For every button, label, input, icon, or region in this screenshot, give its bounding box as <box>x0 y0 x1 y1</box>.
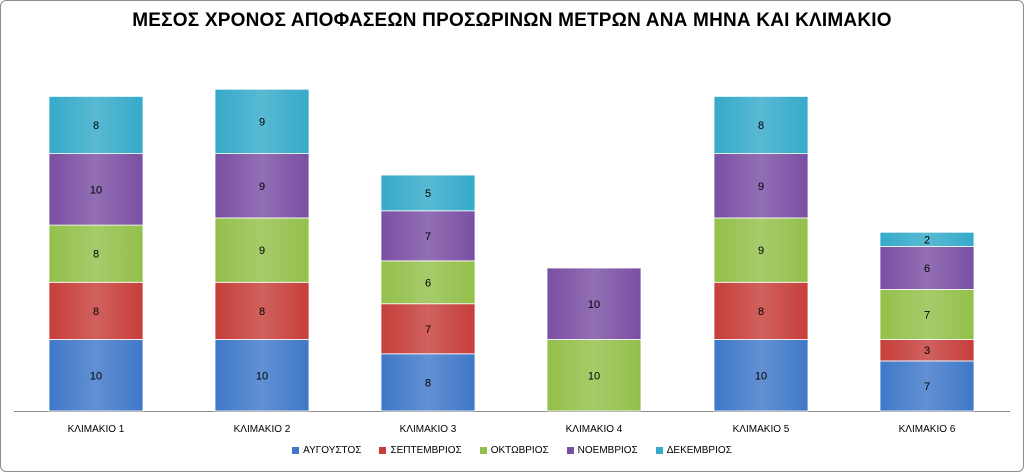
bar-segment <box>48 339 144 412</box>
bar-segment <box>546 267 642 340</box>
data-label: 9 <box>259 116 265 128</box>
legend-item: ΑΥΓΟΥΣΤΟΣ <box>292 445 361 456</box>
bar-segment <box>713 96 809 155</box>
bar-segment <box>879 360 975 412</box>
chart-title: ΜΕΣΟΣ ΧΡΟΝΟΣ ΑΠΟΦΑΣΕΩΝ ΠΡΟΣΩΡΙΝΩΝ ΜΕΤΡΩΝ… <box>132 10 892 31</box>
x-tick-label: ΚΛΙΜΑΚΙΟ 2 <box>234 424 291 435</box>
legend-swatch <box>566 447 574 454</box>
bar-segment <box>546 339 642 412</box>
data-label: 3 <box>924 345 930 357</box>
bar-segment <box>214 153 310 219</box>
data-label: 10 <box>588 370 600 382</box>
data-label: 6 <box>924 263 930 275</box>
data-label: 8 <box>259 306 265 318</box>
bar-segment <box>380 174 476 212</box>
bar-segment <box>48 281 144 340</box>
bar-segment <box>214 88 310 154</box>
legend-item: ΟΚΤΩΒΡΙΟΣ <box>479 445 549 456</box>
bar-segment <box>214 339 310 412</box>
bar-segment <box>48 153 144 226</box>
bar-segment <box>214 281 310 340</box>
legend-item: ΣΕΠΤΕΜΒΡΙΟΣ <box>379 445 462 456</box>
data-label: 8 <box>758 306 764 318</box>
x-tick-label: ΚΛΙΜΑΚΙΟ 6 <box>899 424 956 435</box>
data-label: 9 <box>259 181 265 193</box>
data-label: 7 <box>924 309 930 321</box>
data-label: 8 <box>93 249 99 261</box>
x-tick-label: ΚΛΙΜΑΚΙΟ 5 <box>733 424 790 435</box>
data-label: 9 <box>758 245 764 257</box>
legend-swatch <box>379 447 387 454</box>
bar-segment <box>380 303 476 355</box>
legend-item: ΔΕΚΕΜΒΡΙΟΣ <box>655 445 732 456</box>
bar-segment <box>879 231 975 247</box>
data-label: 6 <box>425 277 431 289</box>
data-label: 10 <box>256 370 268 382</box>
bar-segment <box>713 281 809 340</box>
chart-legend: ΑΥΓΟΥΣΤΟΣ ΣΕΠΤΕΜΒΡΙΟΣ ΟΚΤΩΒΡΙΟΣ ΝΟΕΜΒΡΙΟΣ ΔΕ… <box>0 445 1024 456</box>
legend-label: ΔΕΚΕΜΒΡΙΟΣ <box>666 445 732 456</box>
bar-segment <box>879 246 975 290</box>
data-label: 8 <box>93 306 99 318</box>
x-tick-label: ΚΛΙΜΑΚΙΟ 3 <box>400 424 457 435</box>
x-tick-label: ΚΛΙΜΑΚΙΟ 4 <box>566 424 623 435</box>
bar-segment <box>48 224 144 283</box>
data-label: 8 <box>93 120 99 132</box>
legend-swatch <box>655 447 663 454</box>
legend-label: ΝΟΕΜΒΡΙΟΣ <box>577 445 638 456</box>
bar-segment <box>380 260 476 305</box>
legend-label: ΣΕΠΤΕΜΒΡΙΟΣ <box>390 445 462 456</box>
bar-segment <box>713 339 809 412</box>
data-label: 10 <box>588 299 600 311</box>
bar-segment <box>380 353 476 412</box>
legend-label: ΟΚΤΩΒΡΙΟΣ <box>490 445 549 456</box>
data-label: 2 <box>924 234 930 246</box>
legend-swatch <box>479 447 487 454</box>
data-label: 8 <box>425 377 431 389</box>
data-label: 7 <box>425 324 431 336</box>
bar-segment <box>48 96 144 155</box>
data-label: 5 <box>425 188 431 200</box>
data-label: 10 <box>90 370 102 382</box>
legend-item: ΝΟΕΜΒΡΙΟΣ <box>566 445 638 456</box>
bar-segment <box>713 217 809 283</box>
data-label: 7 <box>425 231 431 243</box>
data-label: 7 <box>924 381 930 393</box>
legend-swatch <box>292 447 300 454</box>
bar-segment <box>713 153 809 219</box>
data-label: 8 <box>758 120 764 132</box>
bar-segment <box>380 210 476 262</box>
x-tick-label: ΚΛΙΜΑΚΙΟ 1 <box>68 424 125 435</box>
data-label: 9 <box>259 245 265 257</box>
data-label: 10 <box>90 184 102 196</box>
data-label: 10 <box>755 370 767 382</box>
legend-label: ΑΥΓΟΥΣΤΟΣ <box>303 445 362 456</box>
bar-segment <box>214 217 310 283</box>
data-label: 9 <box>758 181 764 193</box>
